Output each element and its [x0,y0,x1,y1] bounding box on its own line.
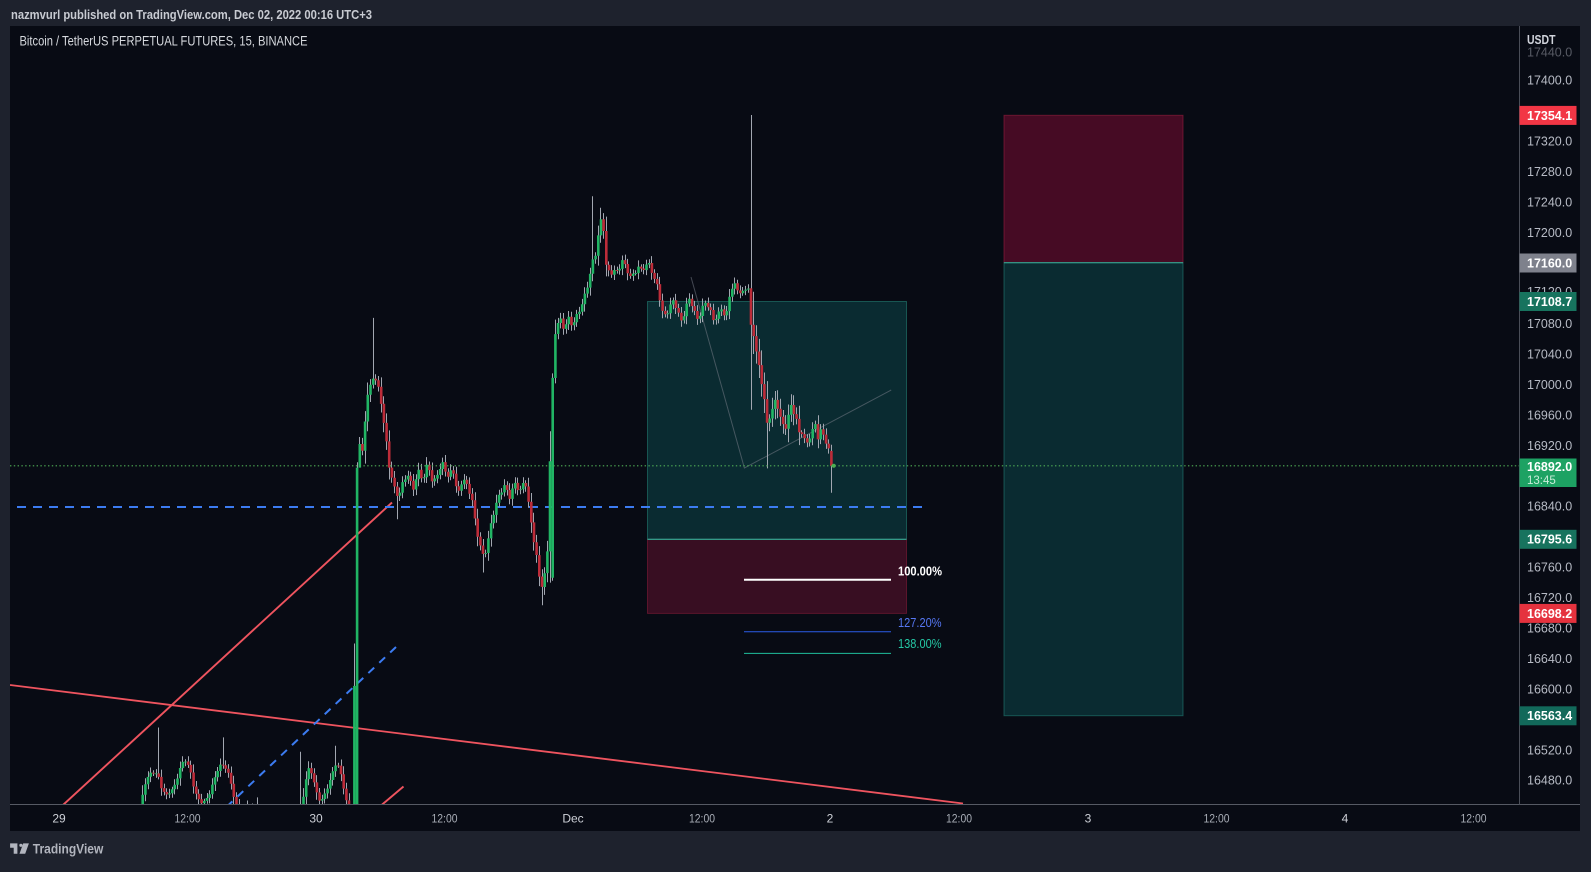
svg-text:2: 2 [827,812,834,826]
svg-text:17160.0: 17160.0 [1527,256,1572,270]
svg-text:17240.0: 17240.0 [1527,195,1572,209]
svg-text:17320.0: 17320.0 [1527,134,1572,148]
svg-text:Dec: Dec [562,812,583,826]
svg-text:3: 3 [1085,812,1092,826]
svg-text:16640.0: 16640.0 [1527,652,1572,666]
svg-text:13:45: 13:45 [1527,475,1556,487]
svg-text:16680.0: 16680.0 [1527,621,1572,635]
svg-text:12:00: 12:00 [1461,812,1487,826]
svg-text:138.00%: 138.00% [898,637,942,651]
svg-text:12:00: 12:00 [946,812,972,826]
svg-text:17354.1: 17354.1 [1527,109,1572,123]
svg-text:17000.0: 17000.0 [1527,378,1572,392]
svg-text:17108.7: 17108.7 [1527,295,1572,309]
svg-text:29: 29 [52,812,66,826]
svg-text:12:00: 12:00 [689,812,715,826]
svg-text:127.20%: 127.20% [898,616,942,630]
svg-text:17400.0: 17400.0 [1527,73,1572,87]
svg-text:17280.0: 17280.0 [1527,165,1572,179]
svg-text:30: 30 [309,812,323,826]
svg-text:16698.2: 16698.2 [1527,607,1572,621]
svg-text:17200.0: 17200.0 [1527,226,1572,240]
svg-text:16795.6: 16795.6 [1527,533,1572,547]
svg-text:17080.0: 17080.0 [1527,317,1572,331]
svg-text:nazmvurl published on TradingV: nazmvurl published on TradingView.com, D… [11,7,372,22]
svg-text:16600.0: 16600.0 [1527,682,1572,696]
svg-text:100.00%: 100.00% [898,565,942,579]
svg-text:16960.0: 16960.0 [1527,408,1572,422]
svg-text:TradingView: TradingView [33,841,104,856]
svg-text:16480.0: 16480.0 [1527,773,1572,787]
svg-text:16892.0: 16892.0 [1527,460,1572,474]
svg-text:16840.0: 16840.0 [1527,499,1572,513]
svg-text:12:00: 12:00 [175,812,201,826]
svg-text:16760.0: 16760.0 [1527,560,1572,574]
svg-text:17440.0: 17440.0 [1527,45,1572,59]
svg-text:12:00: 12:00 [432,812,458,826]
svg-text:Bitcoin / TetherUS PERPETUAL F: Bitcoin / TetherUS PERPETUAL FUTURES, 15… [20,34,308,49]
svg-text:16563.4: 16563.4 [1527,709,1572,723]
svg-text:17040.0: 17040.0 [1527,347,1572,361]
svg-text:USDT: USDT [1527,33,1556,47]
svg-text:16520.0: 16520.0 [1527,743,1572,757]
svg-text:16920.0: 16920.0 [1527,439,1572,453]
svg-text:4: 4 [1342,812,1349,826]
svg-text:16720.0: 16720.0 [1527,591,1572,605]
svg-text:12:00: 12:00 [1204,812,1230,826]
